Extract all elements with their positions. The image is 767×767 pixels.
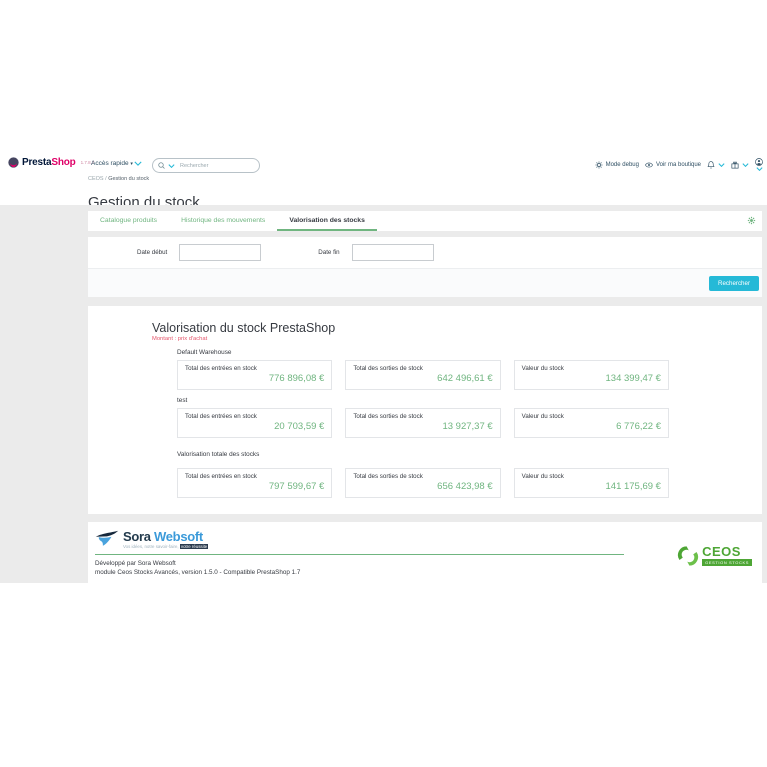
entries-value: 20 703,59 € — [274, 421, 325, 432]
main-content: Catalogue produits Historique des mouvem… — [88, 211, 762, 591]
sora-websoft-logo: Sora Websoft Vos idées, notre savoir-fai… — [95, 530, 755, 549]
stock-value: 6 776,22 € — [616, 421, 661, 432]
chevron-down-icon — [718, 162, 725, 167]
announcements-button[interactable] — [731, 161, 749, 169]
debug-mode-label: Mode debug — [605, 161, 639, 168]
tabbar: Catalogue produits Historique des mouvem… — [88, 211, 762, 231]
stock-value-box: Valeur du stock 134 399,47 € — [513, 360, 669, 390]
prestashop-logo-icon — [8, 157, 19, 168]
gear-icon — [595, 161, 603, 168]
gift-icon — [731, 161, 739, 168]
date-start-label: Date début — [137, 249, 168, 256]
stock-value: 141 175,69 € — [605, 481, 661, 492]
date-start-group: Date début — [88, 244, 262, 261]
filter-panel: Date début Date fin Rechercher — [88, 237, 762, 297]
warehouse-row: Total des entrées en stock 20 703,59 € T… — [177, 408, 669, 438]
stock-value-label: Valeur du stock — [521, 365, 564, 372]
exits-label: Total des sorties de stock — [353, 473, 423, 480]
view-shop-button[interactable]: Voir ma boutique — [645, 161, 701, 169]
entries-box: Total des entrées en stock 797 599,67 € — [177, 468, 333, 498]
exits-label: Total des sorties de stock — [353, 413, 423, 420]
global-search — [152, 158, 260, 173]
tab-historique-mouvements[interactable]: Historique des mouvements — [181, 216, 266, 224]
chevron-down-icon — [742, 162, 749, 167]
stock-value-label: Valeur du stock — [521, 473, 564, 480]
version-label: 1.7.8.7 — [80, 160, 95, 165]
search-button[interactable]: Rechercher — [709, 275, 759, 291]
stock-value-box: Valeur du stock 141 175,69 € — [513, 468, 669, 498]
entries-label: Total des entrées en stock — [185, 413, 257, 420]
sora-wordmark: Sora Websoft — [123, 529, 203, 544]
valuation-title: Valorisation du stock PrestaShop — [152, 321, 336, 335]
prestashop-logo[interactable]: PrestaShop 1.7.8.7 — [8, 157, 94, 168]
sora-tagline: Vos idées, notre savoir-faire, votre réu… — [123, 544, 209, 549]
module-footer: Sora Websoft Vos idées, notre savoir-fai… — [88, 522, 762, 591]
breadcrumb-root[interactable]: CEOS / — [88, 176, 107, 182]
module-version-text: module Ceos Stocks Avancés, version 1.5.… — [95, 569, 301, 576]
caret-down-icon: ▾ — [130, 161, 133, 167]
topbar: PrestaShop 1.7.8.7 Accès rapide ▾ Mode d… — [0, 155, 767, 173]
date-end-input[interactable] — [351, 244, 434, 261]
exits-box: Total des sorties de stock 642 496,61 € — [345, 360, 501, 390]
chevron-down-icon[interactable] — [168, 163, 175, 168]
admin-header: PrestaShop 1.7.8.7 Accès rapide ▾ Mode d… — [0, 155, 767, 211]
notifications-button[interactable] — [707, 160, 725, 169]
exits-value: 656 423,98 € — [437, 481, 493, 492]
bell-icon — [707, 160, 715, 168]
exits-box: Total des sorties de stock 656 423,98 € — [345, 468, 501, 498]
stock-value: 134 399,47 € — [605, 373, 661, 384]
warehouse-name: test — [177, 397, 188, 404]
exits-value: 13 927,37 € — [442, 421, 493, 432]
ceos-name: CEOS — [702, 544, 741, 559]
stock-value-box: Valeur du stock 6 776,22 € — [513, 408, 669, 438]
filter-footer: Rechercher — [88, 268, 762, 297]
breadcrumb-current: Gestion du stock — [108, 176, 150, 182]
valuation-subtitle: Montant : prix d'achat — [152, 336, 208, 342]
view-shop-label: Voir ma boutique — [655, 161, 701, 168]
ceos-logo: CEOS GESTION STOCKS — [677, 545, 752, 567]
entries-label: Total des entrées en stock — [185, 473, 257, 480]
entries-box: Total des entrées en stock 776 896,08 € — [177, 360, 333, 390]
total-section-name: Valorisation totale des stocks — [177, 451, 260, 458]
account-menu[interactable] — [755, 158, 763, 171]
filter-body: Date début Date fin — [88, 237, 762, 268]
tab-catalogue-produits[interactable]: Catalogue produits — [100, 216, 158, 224]
module-config-icon[interactable] — [747, 216, 756, 225]
prestashop-logo-text: PrestaShop — [22, 157, 76, 168]
exits-value: 642 496,61 € — [437, 373, 493, 384]
chevron-down-icon[interactable] — [134, 161, 142, 166]
valuation-sections: Default Warehouse Total des entrées en s… — [177, 349, 669, 498]
footer-divider — [95, 554, 624, 555]
quick-access-menu[interactable]: Accès rapide ▾ — [91, 160, 133, 167]
topbar-actions: Mode debug Voir ma boutique — [595, 158, 763, 171]
entries-value: 797 599,67 € — [268, 481, 325, 492]
tab-valorisation-stocks[interactable]: Valorisation des stocks — [277, 211, 377, 231]
debug-mode-button[interactable]: Mode debug — [595, 161, 639, 169]
exits-label: Total des sorties de stock — [353, 365, 423, 372]
date-end-label: Date fin — [318, 249, 340, 256]
search-input[interactable] — [178, 161, 254, 170]
warehouse-row: Total des entrées en stock 776 896,08 € … — [177, 360, 669, 390]
chevron-down-icon — [755, 167, 763, 171]
entries-label: Total des entrées en stock — [185, 365, 257, 372]
entries-box: Total des entrées en stock 20 703,59 € — [177, 408, 333, 438]
ceos-subtitle: GESTION STOCKS — [702, 559, 752, 566]
valuation-panel: Valorisation du stock PrestaShop Montant… — [88, 306, 762, 514]
ceos-text-block: CEOS GESTION STOCKS — [702, 544, 752, 566]
exits-box: Total des sorties de stock 13 927,37 € — [345, 408, 501, 438]
total-row: Total des entrées en stock 797 599,67 € … — [177, 468, 669, 498]
search-icon — [158, 162, 165, 169]
developed-by-text: Développé par Sora Websoft — [95, 560, 176, 567]
entries-value: 776 896,08 € — [268, 373, 325, 384]
stock-value-label: Valeur du stock — [521, 413, 564, 420]
date-start-input[interactable] — [179, 244, 262, 261]
sora-bird-icon — [95, 530, 119, 546]
date-end-group: Date fin — [261, 244, 434, 261]
warehouse-name: Default Warehouse — [177, 349, 232, 356]
sora-wordmark-block: Sora Websoft Vos idées, notre savoir-fai… — [123, 529, 209, 549]
eye-icon — [645, 162, 653, 167]
avatar-icon — [755, 158, 763, 166]
ceos-logo-icon — [678, 546, 699, 566]
breadcrumb: CEOS / Gestion du stock — [88, 176, 149, 182]
